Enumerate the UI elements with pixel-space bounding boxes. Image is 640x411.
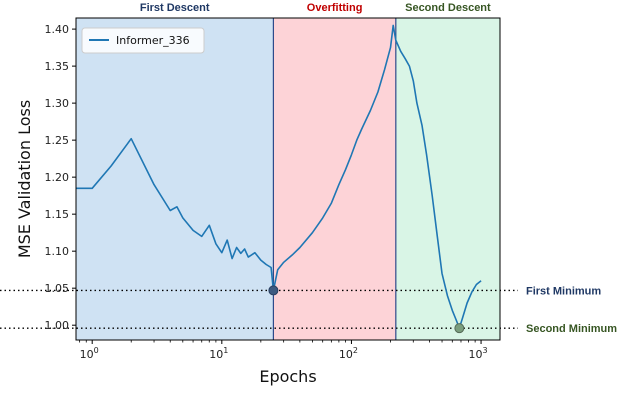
y-axis-label: MSE Validation Loss: [15, 100, 34, 258]
region-backgrounds: [76, 18, 500, 340]
y-axis: 1.00 1.05 1.10 1.15 1.20 1.25 1.30 1.35 1.40: [45, 23, 76, 332]
x-tick-label-3: 103: [469, 346, 488, 361]
x-tick-label-1: 101: [209, 346, 228, 361]
x-axis-label: Epochs: [259, 367, 316, 386]
y-tick-label-1: 1.05: [45, 282, 70, 295]
x-tick-label-2: 102: [339, 346, 358, 361]
region-1: [273, 18, 396, 340]
y-tick-label-0: 1.00: [45, 319, 70, 332]
y-tick-label-8: 1.40: [45, 23, 70, 36]
reference-label-1: Second Minimum: [526, 323, 617, 335]
second-minimum-marker: [454, 323, 465, 334]
series-line-0: [76, 24, 482, 329]
region-label-0: First Descent: [140, 2, 210, 14]
legend-entry-0: Informer_336: [116, 34, 190, 47]
region-label-1: Overfitting: [307, 2, 363, 14]
region-2: [395, 18, 500, 340]
region-0: [76, 18, 274, 340]
y-tick-label-5: 1.25: [45, 134, 70, 147]
region-label-2: Second Descent: [405, 2, 491, 14]
y-tick-label-6: 1.30: [45, 97, 70, 110]
x-axis: 100 101 102 103: [79, 340, 488, 361]
series-layer: [75, 24, 482, 329]
minimum-markers: [268, 285, 465, 334]
legend: Informer_336: [81, 27, 205, 54]
y-tick-label-2: 1.10: [45, 245, 70, 258]
legend-box: [81, 27, 205, 54]
reference-label-0: First Minimum: [526, 285, 601, 297]
plot-frame: [75, 17, 501, 341]
y-tick-label-3: 1.15: [45, 208, 70, 221]
region-labels: First Descent Overfitting Second Descent: [140, 2, 491, 14]
minimum-labels: First Minimum Second Minimum: [526, 285, 617, 335]
x-tick-label-0: 100: [80, 346, 99, 361]
y-tick-label-4: 1.20: [45, 171, 70, 184]
reference-lines: [0, 289, 518, 329]
first-minimum-marker: [268, 285, 279, 296]
y-tick-label-7: 1.35: [45, 60, 70, 73]
